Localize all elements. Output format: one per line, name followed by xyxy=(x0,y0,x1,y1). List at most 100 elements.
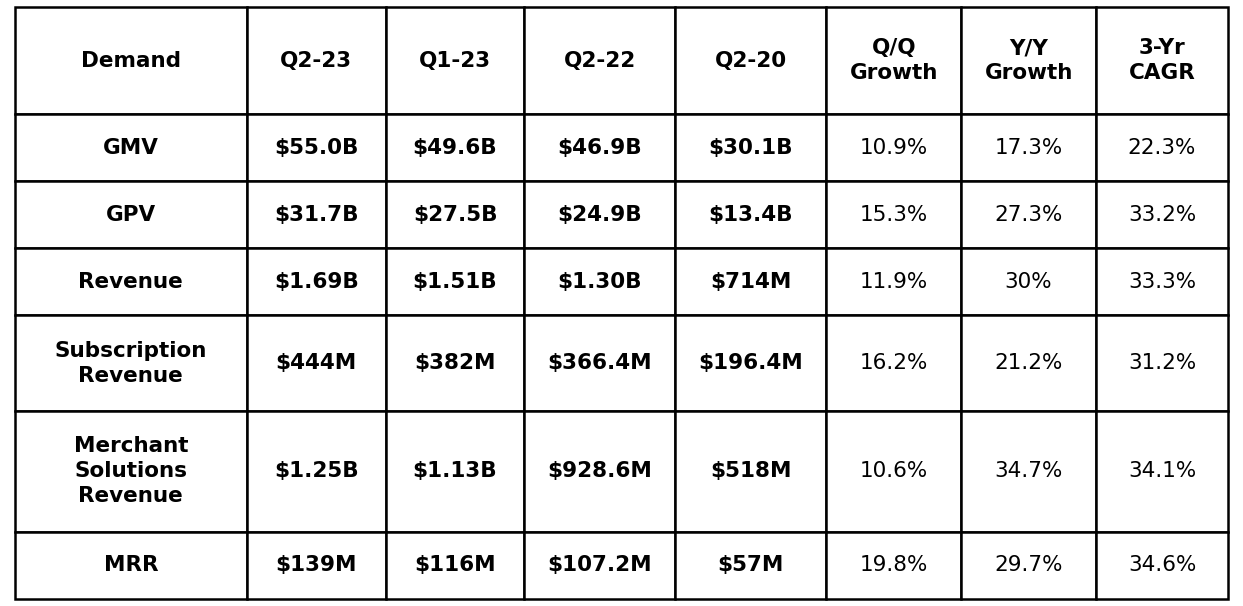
Text: 17.3%: 17.3% xyxy=(994,138,1063,158)
Bar xyxy=(675,531,827,599)
Text: 27.3%: 27.3% xyxy=(994,205,1063,225)
Bar xyxy=(385,531,525,599)
Bar xyxy=(15,7,247,115)
Bar xyxy=(15,115,247,181)
Bar xyxy=(385,316,525,411)
Bar xyxy=(247,411,385,531)
Text: $1.13B: $1.13B xyxy=(413,461,497,481)
Bar xyxy=(675,115,827,181)
Bar xyxy=(525,531,675,599)
Bar xyxy=(15,248,247,316)
Text: 3-Yr
CAGR: 3-Yr CAGR xyxy=(1129,38,1196,83)
Bar xyxy=(1096,115,1228,181)
Bar xyxy=(525,411,675,531)
Text: Revenue: Revenue xyxy=(78,272,183,292)
Text: 19.8%: 19.8% xyxy=(860,555,929,575)
Text: $714M: $714M xyxy=(710,272,792,292)
Bar xyxy=(827,531,961,599)
Text: $139M: $139M xyxy=(276,555,357,575)
Bar xyxy=(1096,411,1228,531)
Text: 22.3%: 22.3% xyxy=(1127,138,1196,158)
Bar xyxy=(1096,531,1228,599)
Text: 10.6%: 10.6% xyxy=(860,461,929,481)
Text: GMV: GMV xyxy=(103,138,159,158)
Text: $1.51B: $1.51B xyxy=(413,272,497,292)
Text: Q2-20: Q2-20 xyxy=(715,51,787,71)
Text: 29.7%: 29.7% xyxy=(994,555,1063,575)
Bar xyxy=(827,7,961,115)
Bar xyxy=(1096,7,1228,115)
Bar xyxy=(525,316,675,411)
Text: $382M: $382M xyxy=(414,353,496,373)
Bar xyxy=(961,7,1096,115)
Text: $1.69B: $1.69B xyxy=(273,272,358,292)
Text: Demand: Demand xyxy=(81,51,180,71)
Text: Q2-22: Q2-22 xyxy=(564,51,636,71)
Bar xyxy=(961,531,1096,599)
Text: $24.9B: $24.9B xyxy=(558,205,643,225)
Text: $27.5B: $27.5B xyxy=(413,205,497,225)
Text: 10.9%: 10.9% xyxy=(860,138,929,158)
Bar xyxy=(675,248,827,316)
Text: Y/Y
Growth: Y/Y Growth xyxy=(984,38,1073,83)
Text: 30%: 30% xyxy=(1004,272,1053,292)
Bar xyxy=(385,115,525,181)
Bar xyxy=(675,181,827,248)
Text: 11.9%: 11.9% xyxy=(860,272,929,292)
Bar xyxy=(247,115,385,181)
Text: GPV: GPV xyxy=(106,205,155,225)
Bar xyxy=(675,411,827,531)
Text: $107.2M: $107.2M xyxy=(548,555,653,575)
Bar xyxy=(247,181,385,248)
Bar xyxy=(827,181,961,248)
Text: Subscription
Revenue: Subscription Revenue xyxy=(55,341,208,385)
Text: $46.9B: $46.9B xyxy=(558,138,643,158)
Bar xyxy=(15,181,247,248)
Text: $366.4M: $366.4M xyxy=(548,353,653,373)
Bar xyxy=(827,411,961,531)
Bar xyxy=(961,115,1096,181)
Text: $1.30B: $1.30B xyxy=(558,272,643,292)
Text: $196.4M: $196.4M xyxy=(699,353,803,373)
Bar xyxy=(385,411,525,531)
Text: 34.1%: 34.1% xyxy=(1127,461,1196,481)
Bar xyxy=(827,248,961,316)
Bar xyxy=(385,181,525,248)
Bar xyxy=(15,411,247,531)
Bar xyxy=(15,531,247,599)
Bar xyxy=(1096,248,1228,316)
Bar xyxy=(247,248,385,316)
Text: 16.2%: 16.2% xyxy=(860,353,929,373)
Text: 34.6%: 34.6% xyxy=(1127,555,1196,575)
Bar xyxy=(827,316,961,411)
Text: $116M: $116M xyxy=(414,555,496,575)
Bar xyxy=(675,316,827,411)
Text: $55.0B: $55.0B xyxy=(273,138,358,158)
Bar xyxy=(525,7,675,115)
Bar xyxy=(961,411,1096,531)
Text: 15.3%: 15.3% xyxy=(860,205,929,225)
Text: $30.1B: $30.1B xyxy=(709,138,793,158)
Text: $31.7B: $31.7B xyxy=(273,205,358,225)
Bar xyxy=(961,248,1096,316)
Bar xyxy=(385,248,525,316)
Text: Q/Q
Growth: Q/Q Growth xyxy=(850,38,938,83)
Bar xyxy=(961,316,1096,411)
Bar xyxy=(961,181,1096,248)
Text: $928.6M: $928.6M xyxy=(547,461,653,481)
Text: MRR: MRR xyxy=(103,555,158,575)
Text: 31.2%: 31.2% xyxy=(1127,353,1196,373)
Text: 34.7%: 34.7% xyxy=(994,461,1063,481)
Text: $1.25B: $1.25B xyxy=(273,461,358,481)
Text: $57M: $57M xyxy=(717,555,784,575)
Text: Q1-23: Q1-23 xyxy=(419,51,491,71)
Bar xyxy=(525,181,675,248)
Bar xyxy=(15,316,247,411)
Bar xyxy=(827,115,961,181)
Bar xyxy=(525,115,675,181)
Text: 33.3%: 33.3% xyxy=(1127,272,1196,292)
Text: $13.4B: $13.4B xyxy=(709,205,793,225)
Bar xyxy=(247,531,385,599)
Text: $49.6B: $49.6B xyxy=(413,138,497,158)
Bar xyxy=(385,7,525,115)
